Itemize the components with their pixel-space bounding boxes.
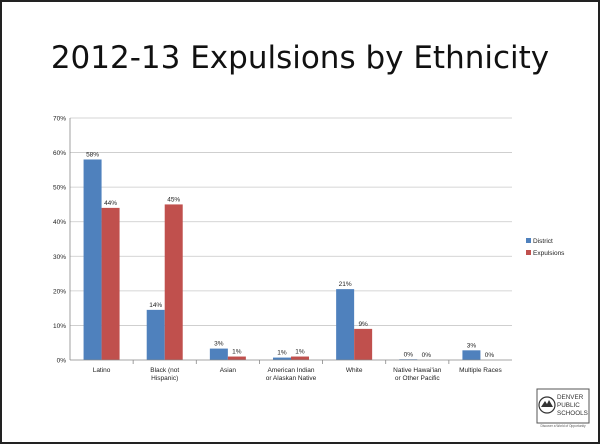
bar-district-1 [146, 309, 165, 360]
x-tick-label-line: Hispanic) [151, 375, 178, 382]
y-tick-label: 0% [57, 358, 67, 365]
x-tick-label: White [346, 367, 363, 374]
x-tick-label-line: or Other Pacific [395, 375, 441, 382]
x-tick-label-line: Native Hawai'ian [393, 367, 442, 374]
legend-swatch-district [526, 238, 531, 243]
logo-tagline: Discover a World of Opportunity [540, 424, 586, 428]
bar-district-4 [336, 289, 355, 360]
y-tick-label: 50% [53, 185, 66, 192]
x-tick-label: American Indian or Alaskan Native [266, 367, 317, 382]
x-tick-label-line: Black (not [150, 367, 179, 374]
data-label: 44% [104, 200, 117, 207]
legend: District Expulsions [526, 238, 565, 257]
logo-line1: DENVER [557, 394, 584, 401]
y-tick-label: 60% [53, 150, 66, 157]
legend-label-expulsions: Expulsions [533, 250, 565, 257]
bar-expulsions-3 [291, 356, 309, 360]
logo-line2: PUBLIC [557, 402, 580, 409]
data-label: 1% [277, 350, 287, 357]
y-tick-label: 40% [53, 219, 66, 226]
bar-district-3 [273, 357, 291, 360]
legend-label-district: District [533, 238, 553, 245]
legend-swatch-expulsions [526, 250, 531, 255]
x-tick-label-line: Latino [93, 367, 111, 374]
y-tick-label: 30% [53, 254, 66, 261]
logo-line3: SCHOOLS [557, 410, 588, 417]
bars: 58% 44% 14% 45% 3% 1% 1% 1% 21% 9% 0% 0% 3% 0% [83, 151, 495, 360]
x-tick-label: Multiple Races [459, 367, 502, 374]
data-label: 14% [149, 302, 162, 309]
bar-district-2 [209, 348, 228, 360]
data-label: 0% [422, 352, 432, 359]
data-label: 58% [86, 151, 99, 158]
y-tick-label: 20% [53, 288, 66, 295]
data-label: 1% [232, 349, 242, 356]
data-label: 9% [358, 321, 368, 328]
x-tick-label-line: American Indian [268, 367, 315, 374]
data-label: 45% [167, 196, 180, 203]
x-tick-label-line: Asian [220, 367, 237, 374]
data-label: 3% [214, 341, 224, 348]
x-tick-label-line: White [346, 367, 363, 374]
bar-chart: 0% 10% 20% 30% 40% 50% 60% 70% 58% 44% 14% 45% 3% 1%… [53, 116, 565, 383]
data-label: 0% [404, 351, 414, 358]
bar-district-6 [462, 350, 481, 360]
x-axis: Latino Black (not Hispanic) Asian American I… [70, 359, 512, 382]
x-tick-label-line: Multiple Races [459, 367, 502, 374]
bar-expulsions-4 [354, 328, 373, 360]
gridlines [70, 117, 512, 326]
bar-expulsions-0 [101, 207, 120, 360]
y-tick-label: 10% [53, 323, 66, 330]
slide-title: 2012-13 Expulsions by Ethnicity [50, 40, 550, 76]
data-label: 0% [485, 352, 495, 359]
x-tick-label: Latino [93, 367, 111, 374]
x-tick-label: Asian [220, 367, 237, 374]
data-label: 21% [339, 281, 352, 288]
dps-logo: DENVER PUBLIC SCHOOLS Discover a World o… [536, 388, 590, 428]
y-axis: 0% 10% 20% 30% 40% 50% 60% 70% [53, 116, 71, 365]
bar-district-0 [83, 159, 102, 360]
data-label: 1% [295, 349, 305, 356]
bar-expulsions-2 [227, 356, 246, 360]
x-tick-label: Black (not Hispanic) [150, 367, 179, 382]
bar-expulsions-1 [164, 204, 183, 360]
x-tick-label-line: or Alaskan Native [266, 375, 317, 382]
data-label: 3% [467, 342, 477, 349]
y-tick-label: 70% [53, 116, 66, 123]
